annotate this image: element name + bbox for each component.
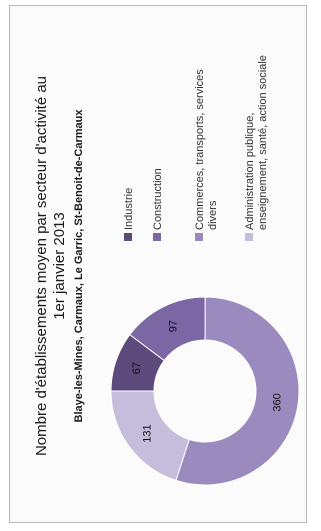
legend-label-3-line-2: divers — [207, 200, 219, 230]
chart-subtitle: Blaye-les-Mines, Carmaux, Le Garric, St-… — [73, 109, 85, 423]
legend-swatch-3 — [195, 233, 203, 241]
legend-label-3-line-1: Commerces, transports, services — [194, 69, 206, 230]
chart-legend: Industrie Construction Commerces, transpor… — [123, 55, 269, 241]
legend-label-1-line-1: Industrie — [123, 188, 135, 230]
slice-value-label-3: 360 — [272, 393, 284, 411]
donut-slice-4 — [110, 390, 190, 482]
legend-label-4-line-1: Administration publique, — [244, 113, 256, 230]
legend-swatch-1 — [124, 233, 132, 241]
legend-swatch-2 — [153, 233, 161, 241]
slice-value-label-2: 97 — [168, 320, 180, 332]
legend-swatch-4 — [245, 233, 253, 241]
donut-slice-labels: 67 97 360 131 — [131, 320, 283, 443]
slice-value-label-1: 67 — [131, 362, 143, 374]
legend-label-2-line-1: Construction — [152, 168, 164, 230]
legend-label-4-line-2: enseignement, santé, action sociale — [257, 55, 269, 230]
chart-title-line-1: Nombre d'établissements moyen par secteu… — [33, 76, 50, 456]
donut-slice-3 — [175, 296, 300, 486]
chart-title-line-2: 1er janvier 2013 — [51, 212, 68, 320]
donut-slices — [110, 296, 300, 486]
slice-value-label-4: 131 — [141, 424, 153, 442]
